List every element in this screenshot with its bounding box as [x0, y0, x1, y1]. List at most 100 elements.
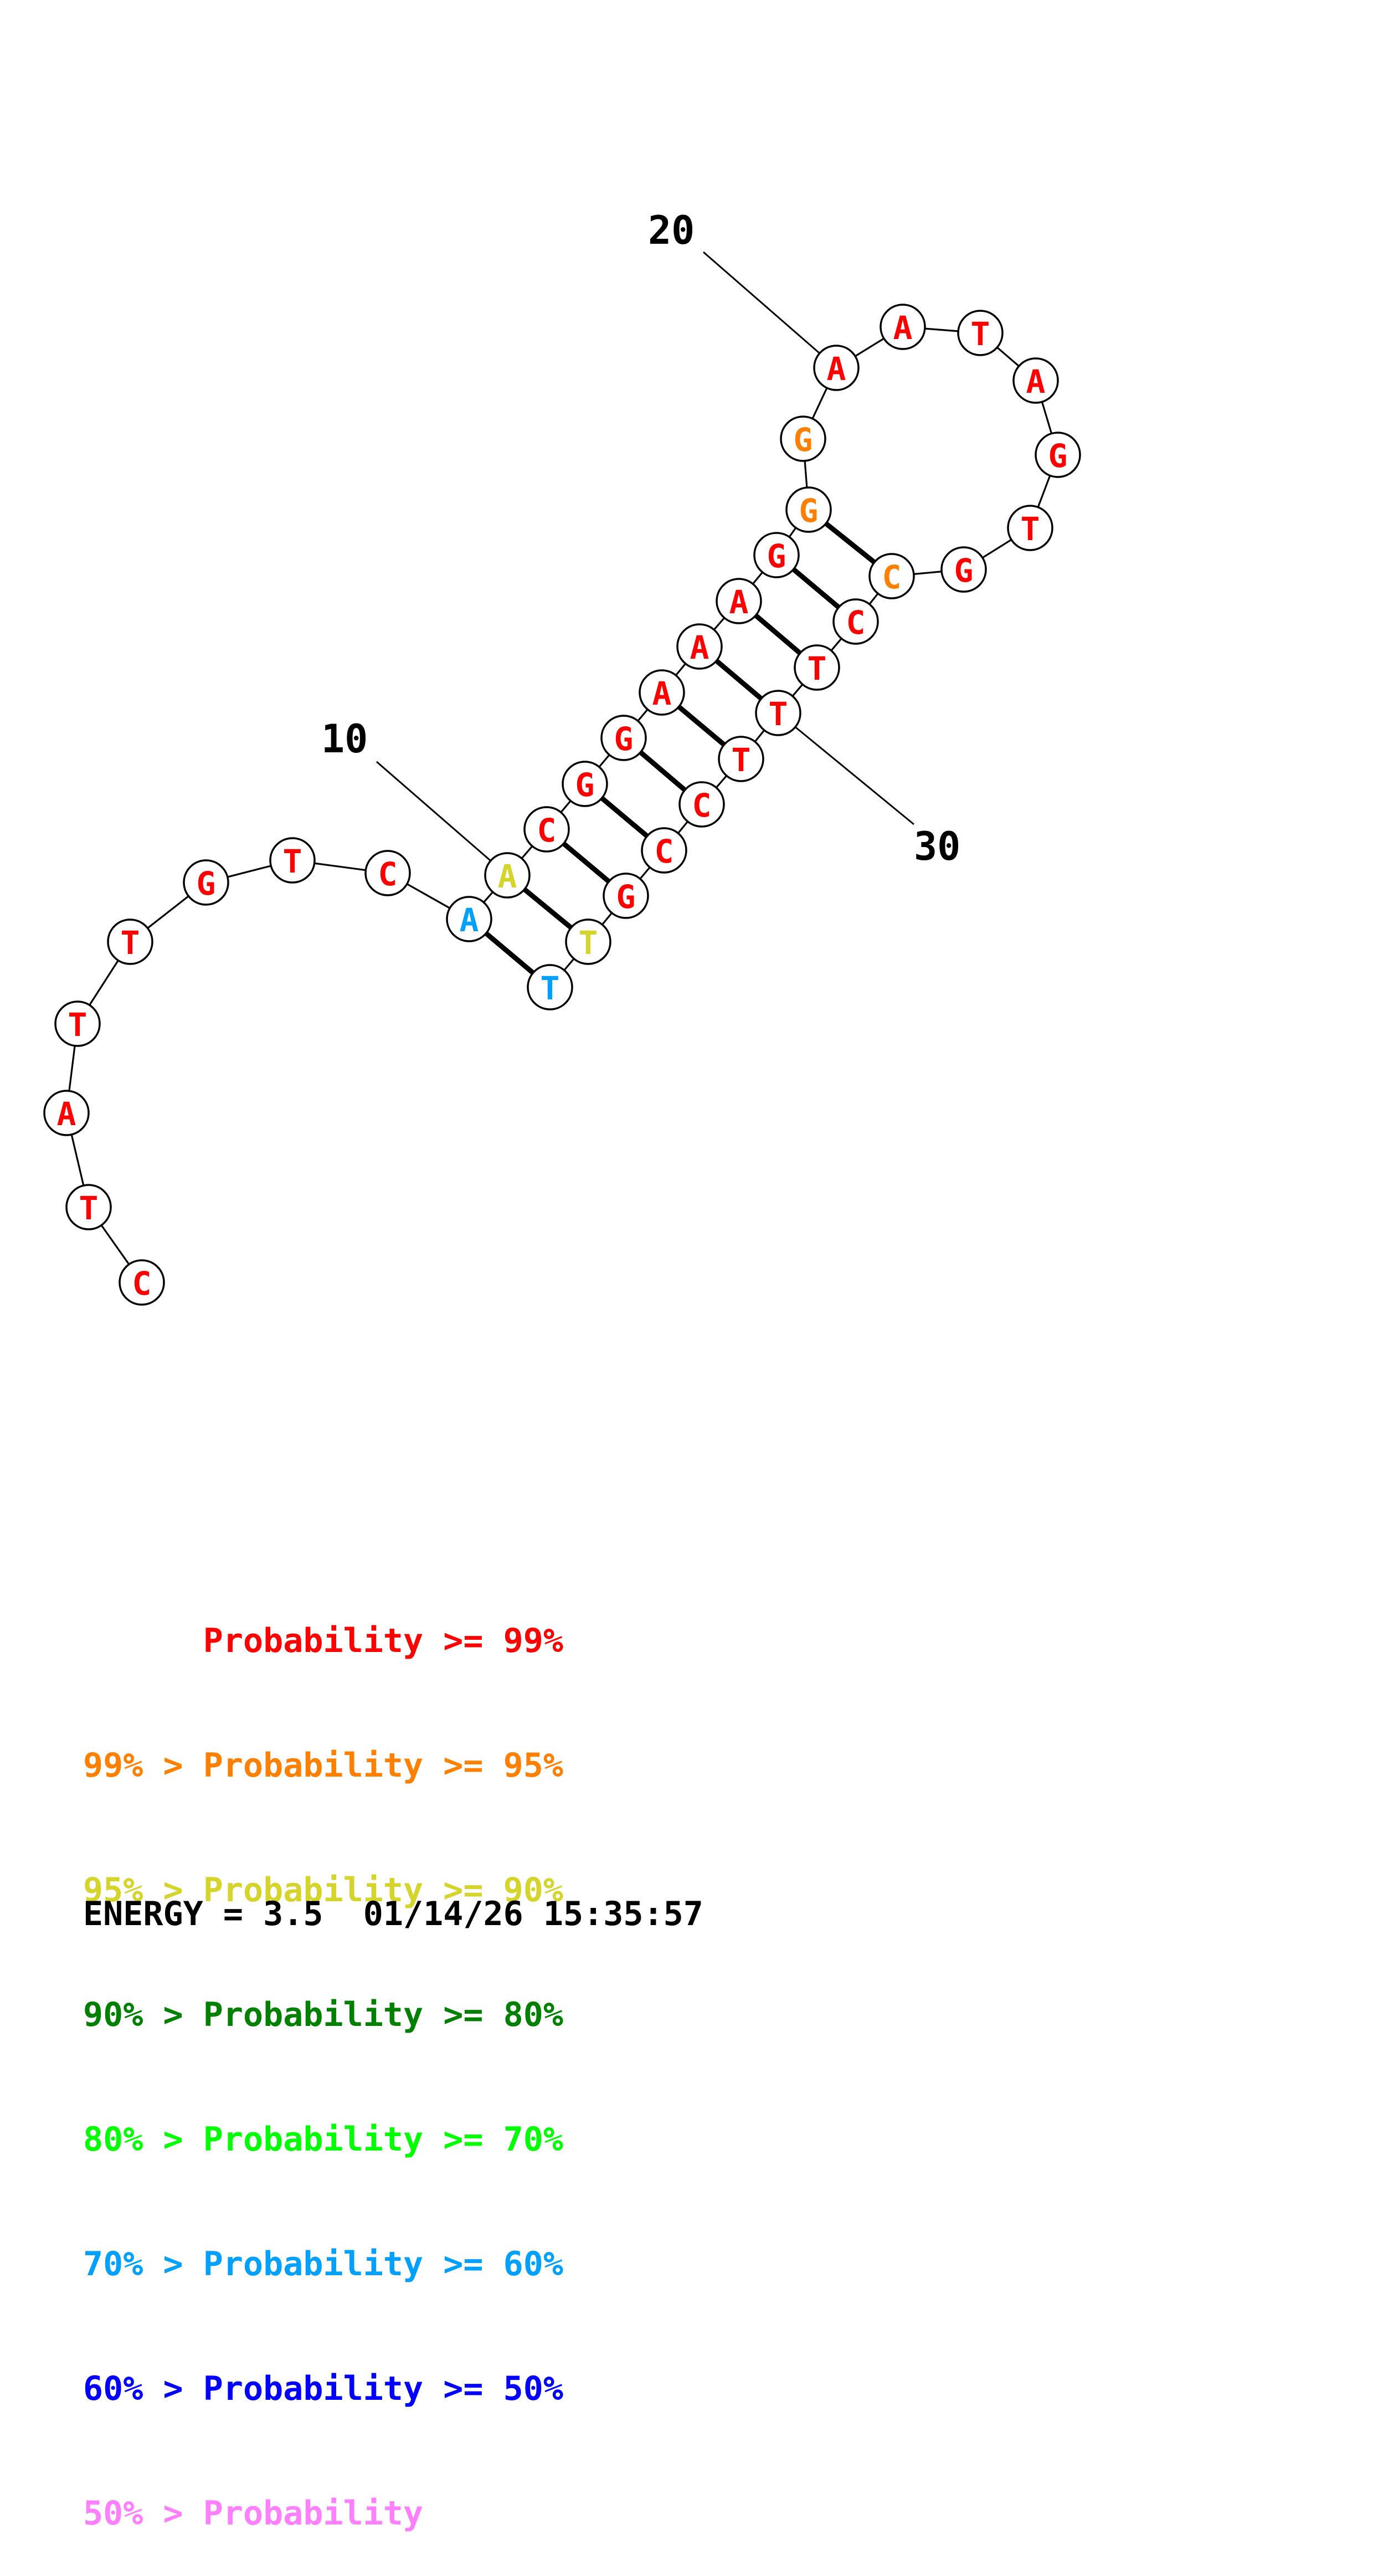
nucleotide-letter: G — [794, 421, 813, 459]
legend-row-p50: 60% > Probability >= 50% — [83, 2369, 563, 2408]
nucleotide-circle — [183, 859, 229, 906]
nucleotide-letter: G — [575, 766, 595, 804]
nucleotide-35: T — [565, 918, 611, 965]
position-tick — [778, 712, 914, 825]
legend-row-p60: 70% > Probability >= 60% — [83, 2245, 563, 2283]
nucleotide-letter: A — [460, 901, 479, 939]
position-tick — [703, 251, 837, 369]
nucleotide-circle — [676, 623, 723, 670]
nucleotide-letter: A — [827, 350, 846, 388]
legend-row-p80: 90% > Probability >= 80% — [83, 1995, 563, 2034]
nucleotide-letter: C — [537, 812, 557, 849]
nucleotide-18: G — [785, 486, 832, 533]
nucleotide-circle — [600, 715, 647, 761]
nucleotide-letter: T — [121, 924, 140, 962]
nucleotide-circle — [716, 578, 762, 624]
nucleotide-letter: T — [971, 315, 990, 353]
nucleotide-letter: A — [652, 675, 672, 712]
nucleotide-27: C — [868, 553, 915, 599]
nucleotide-letter: T — [79, 1189, 99, 1227]
nucleotide-circle — [484, 852, 531, 899]
nucleotide-letter: C — [378, 855, 398, 893]
nucleotide-2: T — [65, 1184, 112, 1230]
nucleotide-circle — [957, 310, 1004, 356]
nucleotide-17: G — [753, 532, 800, 578]
nucleotide-circle — [813, 345, 860, 391]
legend-row-low: 50% > Probability — [83, 2494, 424, 2533]
nucleotide-circle — [880, 304, 926, 350]
nucleotide-1: C — [119, 1259, 165, 1306]
nucleotide-letter: G — [614, 720, 634, 758]
nucleotide-circle — [43, 1090, 90, 1136]
nucleotide-letter: G — [954, 552, 974, 589]
nucleotide-circle — [780, 415, 826, 462]
nucleotide-23: A — [1012, 357, 1059, 404]
nucleotide-letter: G — [1048, 437, 1068, 475]
nucleotide-circle — [785, 486, 832, 533]
nucleotide-31: T — [718, 736, 764, 782]
nucleotide-letter: A — [1026, 363, 1046, 401]
nucleotide-circle — [565, 918, 611, 965]
nucleotide-letter: A — [893, 309, 913, 347]
nucleotide-letter: A — [57, 1095, 76, 1133]
nucleotide-36: T — [527, 964, 573, 1010]
nucleotide-letter: T — [283, 843, 302, 880]
nucleotide-letter: A — [690, 629, 709, 666]
nucleotide-letter: T — [1021, 510, 1040, 548]
energy-footer: ENERGY = 3.5 01/14/26 15:35:57 — [83, 1895, 703, 1933]
legend-row-p70: 80% > Probability >= 70% — [83, 2120, 563, 2159]
nucleotide-circle — [755, 690, 801, 736]
nucleotide-26: G — [940, 546, 987, 593]
nucleotide-6: G — [183, 859, 229, 906]
nucleotide-circle — [868, 553, 915, 599]
position-labels: 10 20 30 — [321, 208, 960, 869]
nucleotide-circle — [1012, 357, 1059, 404]
position-label: 30 — [914, 824, 960, 869]
nucleotide-circle — [832, 598, 879, 645]
nucleotide-8: C — [364, 850, 411, 896]
nucleotide-circle — [639, 669, 685, 716]
nucleotide-7: T — [269, 837, 316, 884]
position-label-ticks — [376, 251, 914, 876]
nucleotide-circle — [1035, 432, 1081, 478]
nucleotide-25: T — [1007, 505, 1053, 551]
nucleotide-letter: A — [729, 583, 749, 621]
nucleotide-9: A — [446, 896, 492, 942]
base-pair-lines — [467, 507, 893, 989]
nucleotide-29: T — [794, 644, 840, 691]
nucleotide-20: A — [813, 345, 860, 391]
nucleotide-letter: T — [732, 741, 751, 779]
nucleotide-circle — [54, 1000, 101, 1047]
nucleotide-circle — [107, 918, 153, 965]
nucleotide-circle — [940, 546, 987, 593]
nucleotide-21: A — [880, 304, 926, 350]
nucleotide-15: A — [676, 623, 723, 670]
nucleotide-5: T — [107, 918, 153, 965]
nucleotide-circle — [641, 827, 687, 874]
nucleotide-24: G — [1035, 432, 1081, 478]
nucleotide-30: T — [755, 690, 801, 736]
nucleotide-letter: C — [692, 787, 712, 824]
nucleotide-16: A — [716, 578, 762, 624]
nucleotide-34: G — [603, 873, 649, 919]
position-tick — [376, 761, 508, 876]
nucleotide-letter: C — [846, 604, 866, 642]
nucleotide-circle — [603, 873, 649, 919]
legend-row-p95: 99% > Probability >= 95% — [83, 1746, 563, 1785]
nucleotide-letter: G — [767, 537, 786, 575]
nucleotide-12: G — [562, 761, 608, 807]
nucleotide-circle — [527, 964, 573, 1010]
nucleotide-circle — [269, 837, 316, 884]
nucleotide-letter: G — [197, 865, 216, 902]
nucleotide-33: C — [641, 827, 687, 874]
nucleotide-letter: A — [498, 858, 517, 895]
nucleotide-13: G — [600, 715, 647, 761]
nucleotide-circle — [523, 806, 570, 853]
nucleotide-11: C — [523, 806, 570, 853]
nucleotide-19: G — [780, 415, 826, 462]
position-label: 10 — [321, 716, 368, 762]
legend-row-p90: 95% > Probability >= 90% — [83, 1871, 563, 1910]
probability-legend: Probability >= 99% 99% > Probability >= … — [83, 1537, 563, 2576]
nucleotide-circle — [753, 532, 800, 578]
